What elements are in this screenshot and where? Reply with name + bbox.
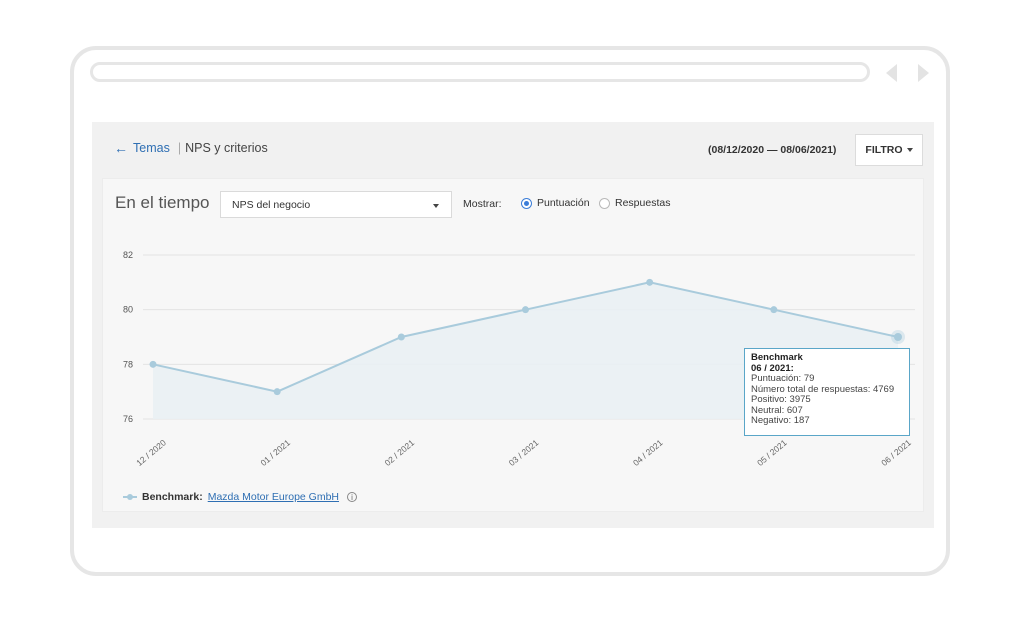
y-tick-label: 80	[123, 305, 133, 315]
info-icon[interactable]: i	[347, 492, 358, 502]
x-tick-label: 06 / 2021	[879, 437, 913, 468]
x-tick-label: 02 / 2021	[383, 437, 417, 468]
filter-button[interactable]: FILTRO	[855, 134, 923, 166]
back-to-topics-link[interactable]: ← Temas	[114, 140, 170, 156]
breadcrumb-current: NPS y criterios	[185, 141, 268, 155]
y-tick-label: 78	[123, 359, 133, 369]
chart-tooltip: Benchmark 06 / 2021: Puntuación: 79 Núme…	[744, 348, 910, 436]
date-range: (08/12/2020 — 08/06/2021)	[708, 144, 837, 156]
section-title: En el tiempo	[115, 193, 210, 212]
tooltip-title: Benchmark	[751, 352, 803, 363]
series-points	[149, 278, 905, 396]
legend-company-link[interactable]: Mazda Motor Europe GmbH	[207, 491, 340, 503]
metric-select[interactable]: NPS del negocio	[220, 191, 452, 218]
tooltip-line: Puntuación: 79	[751, 373, 815, 384]
forward-arrow-icon[interactable]	[918, 64, 929, 82]
legend-series-name: Benchmark:	[142, 491, 203, 503]
data-point[interactable]	[894, 333, 902, 341]
radio-score-button[interactable]	[521, 197, 532, 209]
filter-label: FILTRO	[865, 144, 903, 156]
radio-score[interactable]: Puntuación	[521, 197, 590, 209]
radio-responses-button[interactable]	[599, 197, 610, 209]
radio-responses[interactable]: Respuestas	[599, 197, 670, 209]
back-link-label: Temas	[133, 141, 170, 155]
x-tick-label: 04 / 2021	[631, 437, 665, 468]
line-chart: 76 78 80 82 12 / 2020 01 / 2021 02 / 2021 03 /…	[123, 250, 915, 468]
address-bar[interactable]	[90, 62, 870, 82]
metric-select-value: NPS del negocio	[232, 198, 311, 211]
show-label: Mostrar:	[463, 198, 502, 210]
caret-down-icon	[906, 148, 913, 152]
y-tick-label: 76	[123, 414, 133, 424]
radio-score-label: Puntuación	[537, 197, 590, 209]
x-axis-labels: 12 / 2020 01 / 2021 02 / 2021 03 / 2021 04 /…	[134, 437, 913, 468]
tooltip-line: Neutral: 607	[751, 404, 803, 416]
breadcrumb-separator: |	[177, 141, 182, 155]
data-point[interactable]	[397, 333, 405, 341]
data-point[interactable]	[770, 306, 778, 314]
x-tick-label: 03 / 2021	[507, 437, 541, 468]
series-area	[153, 282, 898, 419]
left-arrow-icon: ←	[114, 140, 128, 156]
tooltip-period: 06 / 2021:	[751, 362, 794, 374]
chart-legend: Benchmark: Mazda Motor Europe GmbH i	[123, 491, 358, 503]
y-axis-labels: 76 78 80 82	[123, 250, 133, 424]
y-tick-label: 82	[123, 250, 133, 260]
chart-card: En el tiempo NPS del negocio Mostrar: Pu…	[102, 178, 924, 512]
tooltip-line: Positivo: 3975	[751, 394, 811, 405]
tooltip-line: Número total de respuestas: 4769	[751, 383, 895, 395]
x-tick-label: 01 / 2021	[258, 437, 292, 468]
data-point[interactable]	[149, 360, 157, 368]
data-point[interactable]	[646, 278, 654, 286]
x-tick-label: 12 / 2020	[134, 437, 168, 468]
back-arrow-icon[interactable]	[886, 64, 897, 82]
legend-swatch	[123, 492, 137, 502]
app-panel: ← Temas | NPS y criterios (08/12/2020 — …	[92, 122, 934, 528]
tooltip-line: Negativo: 187	[751, 415, 810, 426]
data-point[interactable]	[273, 388, 281, 396]
caret-down-icon	[433, 204, 439, 208]
radio-responses-label: Respuestas	[615, 197, 671, 209]
x-tick-label: 05 / 2021	[755, 437, 789, 468]
data-point[interactable]	[522, 306, 529, 314]
breadcrumb: ← Temas | NPS y criterios	[114, 140, 268, 156]
